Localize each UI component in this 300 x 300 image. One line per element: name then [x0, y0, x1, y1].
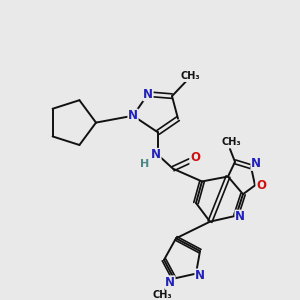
- Text: N: N: [251, 157, 261, 170]
- Text: CH₃: CH₃: [180, 71, 200, 82]
- Text: N: N: [195, 269, 205, 282]
- Text: CH₃: CH₃: [221, 137, 241, 147]
- Text: N: N: [235, 210, 245, 223]
- Text: O: O: [256, 179, 266, 192]
- Text: N: N: [151, 148, 161, 161]
- Text: N: N: [165, 276, 175, 289]
- Text: O: O: [190, 152, 200, 164]
- Text: N: N: [128, 109, 138, 122]
- Text: CH₃: CH₃: [152, 290, 172, 300]
- Text: H: H: [140, 159, 150, 169]
- Text: N: N: [143, 88, 153, 101]
